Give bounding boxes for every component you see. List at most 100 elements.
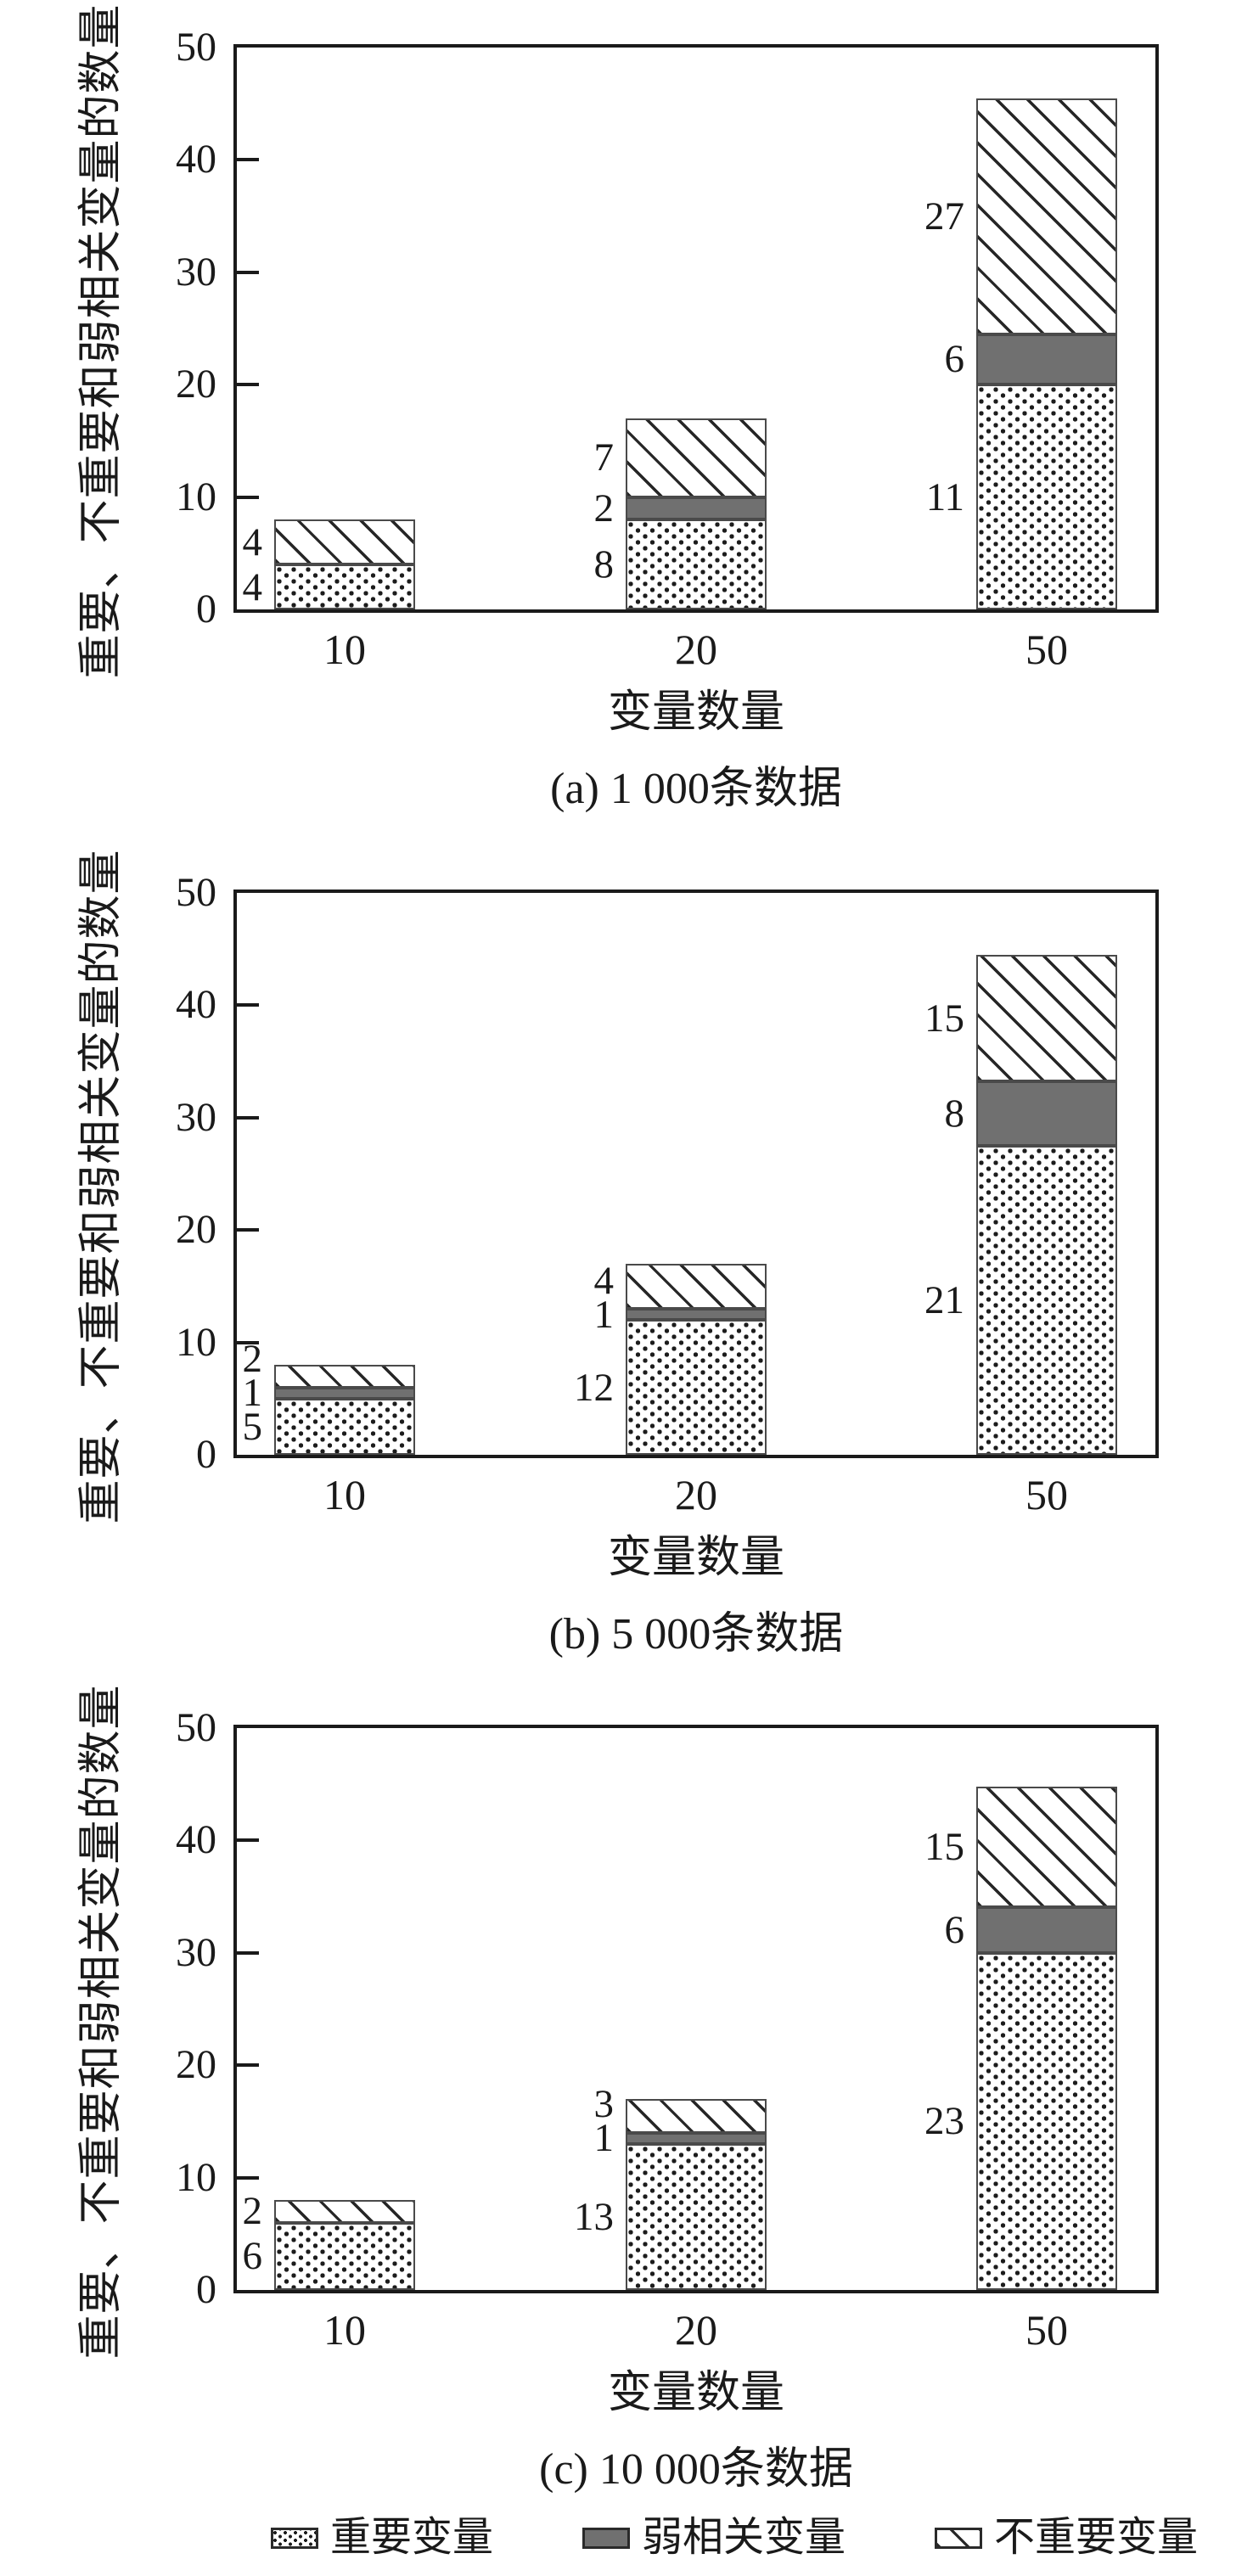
bar-segment-solid — [274, 1387, 415, 1399]
x-axis-title: 变量数量 — [607, 1534, 784, 1582]
plot-area — [233, 44, 1159, 613]
y-tick-label: 0 — [196, 586, 216, 631]
bar-segment-hatch — [626, 2098, 767, 2133]
y-tick-label: 30 — [176, 1094, 216, 1140]
x-tick-label: 50 — [1025, 626, 1068, 673]
bar-segment-solid — [626, 497, 767, 520]
legend-swatch-hatch — [935, 2527, 982, 2549]
legend-swatch-dots — [270, 2527, 318, 2549]
legend-swatch-solid — [582, 2527, 630, 2549]
y-tick — [237, 270, 259, 274]
plot-area — [233, 1725, 1159, 2293]
y-tick-label: 30 — [176, 1929, 216, 1975]
bar-segment-solid — [626, 2132, 767, 2144]
y-tick-label: 50 — [176, 870, 216, 915]
subplot-caption: (c) 10 000条数据 — [539, 2445, 853, 2494]
legend-item: 不重要变量 — [935, 2514, 1198, 2562]
x-tick-label: 20 — [675, 1471, 717, 1518]
y-tick-label: 20 — [176, 2042, 216, 2088]
bar-value-label: 5 — [242, 1404, 263, 1449]
y-tick-label: 20 — [176, 362, 216, 407]
bar-value-label: 7 — [593, 435, 615, 480]
y-tick-label: 0 — [196, 2267, 216, 2312]
y-tick-label: 10 — [176, 2154, 216, 2200]
chart-b: 重要、不重要和弱相关变量的数量 0 10 20 30 40 50 10 2 1 5 20 4 1 12 50 1… — [0, 845, 1253, 1691]
bar-value-label: 2 — [242, 2189, 263, 2234]
bar-value-label: 21 — [924, 1277, 964, 1322]
bar-segment-hatch — [274, 1365, 415, 1388]
legend-item: 重要变量 — [270, 2514, 493, 2562]
y-tick — [237, 1950, 259, 1955]
bar-segment-hatch — [274, 519, 415, 565]
y-tick-label: 50 — [176, 25, 216, 70]
x-tick-label: 10 — [323, 626, 366, 673]
bar-value-label: 13 — [574, 2194, 614, 2239]
bar-value-label: 1 — [593, 1292, 615, 1337]
bar-segment-dots — [626, 2143, 767, 2290]
bar-segment-dots — [976, 1145, 1117, 1455]
y-tick — [237, 1340, 259, 1344]
bar-value-label: 6 — [242, 2234, 263, 2279]
bar-segment-dots — [626, 519, 767, 609]
y-tick-label: 50 — [176, 1705, 216, 1750]
y-tick-label: 10 — [176, 1319, 216, 1365]
y-tick — [237, 1115, 259, 1120]
bar-segment-dots — [274, 564, 415, 609]
bar-segment-hatch — [976, 1786, 1117, 1907]
y-tick — [237, 383, 259, 387]
plot-area — [233, 890, 1159, 1458]
bar-segment-hatch — [976, 98, 1117, 334]
x-tick-label: 50 — [1025, 1471, 1068, 1518]
bar-segment-solid — [976, 334, 1117, 385]
x-tick-label: 10 — [323, 2306, 366, 2354]
bar-value-label: 8 — [593, 542, 615, 587]
y-tick — [237, 1838, 259, 1843]
bar-value-label: 3 — [593, 2082, 615, 2127]
bar-segment-dots — [274, 1398, 415, 1455]
bar-value-label: 12 — [574, 1365, 614, 1410]
bar-value-label: 15 — [924, 1824, 964, 1869]
x-tick-label: 20 — [675, 626, 717, 673]
bar-value-label: 2 — [242, 1336, 263, 1381]
bar-segment-dots — [976, 384, 1117, 609]
bar-segment-dots — [626, 1320, 767, 1455]
y-tick-label: 10 — [176, 474, 216, 519]
bar-value-label: 1 — [242, 1370, 263, 1415]
bar-value-label: 4 — [242, 564, 263, 609]
x-tick-label: 50 — [1025, 2306, 1068, 2354]
bar-value-label: 2 — [593, 485, 615, 530]
bar-value-label: 27 — [924, 194, 964, 239]
bar-segment-hatch — [626, 1263, 767, 1309]
y-tick-label: 40 — [176, 1817, 216, 1863]
bar-segment-solid — [976, 1906, 1117, 1953]
bar-segment-dots — [976, 1952, 1117, 2290]
bar-value-label: 6 — [944, 337, 965, 382]
bar-segment-solid — [626, 1308, 767, 1321]
bar-value-label: 4 — [242, 519, 263, 564]
bar-value-label: 4 — [593, 1258, 615, 1303]
bar-value-label: 1 — [593, 2116, 615, 2161]
bar-value-label: 8 — [944, 1092, 965, 1136]
y-tick — [237, 1228, 259, 1232]
y-tick — [237, 495, 259, 499]
bar-value-label: 6 — [944, 1907, 965, 1952]
subplot-caption: (b) 5 000条数据 — [548, 1610, 844, 1658]
bar-segment-dots — [274, 2222, 415, 2290]
bar-segment-hatch — [626, 418, 767, 497]
y-tick — [237, 2175, 259, 2180]
bar-segment-solid — [976, 1081, 1117, 1146]
y-tick-label: 40 — [176, 982, 216, 1028]
bar-segment-hatch — [976, 954, 1117, 1082]
legend-label: 不重要变量 — [994, 2515, 1199, 2560]
bar-value-label: 23 — [924, 2099, 964, 2144]
bar-value-label: 15 — [924, 996, 964, 1041]
legend-label: 重要变量 — [329, 2515, 493, 2560]
x-axis-title: 变量数量 — [607, 2369, 784, 2417]
legend: 重要变量 弱相关变量 不重要变量 — [161, 2514, 1253, 2562]
x-axis-title: 变量数量 — [607, 688, 784, 737]
x-tick-label: 10 — [323, 1471, 366, 1518]
legend-label: 弱相关变量 — [641, 2515, 846, 2560]
bar-segment-hatch — [274, 2200, 415, 2223]
y-tick — [237, 1003, 259, 1007]
